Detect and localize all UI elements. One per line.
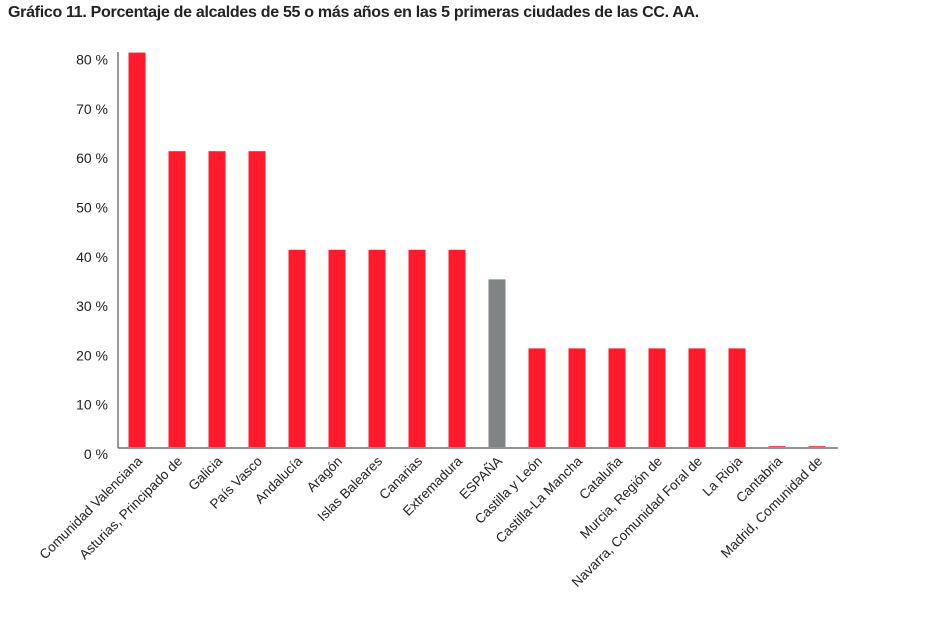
y-tick-label: 80 % — [76, 52, 108, 68]
bar — [608, 348, 626, 447]
y-tick-label: 20 % — [76, 347, 108, 363]
y-tick-label: 50 % — [76, 200, 108, 216]
y-tick-label: 40 % — [76, 249, 108, 265]
bar — [328, 249, 346, 447]
y-tick-label: 70 % — [76, 101, 108, 117]
bar — [808, 446, 826, 447]
bar — [568, 348, 586, 447]
bar — [168, 151, 186, 447]
bar — [488, 279, 506, 447]
bar — [408, 249, 426, 447]
bar — [648, 348, 666, 447]
bar — [208, 151, 226, 447]
bar — [368, 249, 386, 447]
y-tick-label: 0 % — [84, 446, 108, 462]
bar — [528, 348, 546, 447]
bar — [688, 348, 706, 447]
y-tick-label: 30 % — [76, 298, 108, 314]
bar — [728, 348, 746, 447]
bar — [448, 249, 466, 447]
chart-title: Gráfico 11. Porcentaje de alcaldes de 55… — [8, 4, 699, 21]
bar — [128, 52, 146, 447]
y-tick-label: 10 % — [76, 397, 108, 413]
bar — [768, 446, 786, 447]
bar — [288, 249, 306, 447]
y-tick-label: 60 % — [76, 150, 108, 166]
bar — [248, 151, 266, 447]
